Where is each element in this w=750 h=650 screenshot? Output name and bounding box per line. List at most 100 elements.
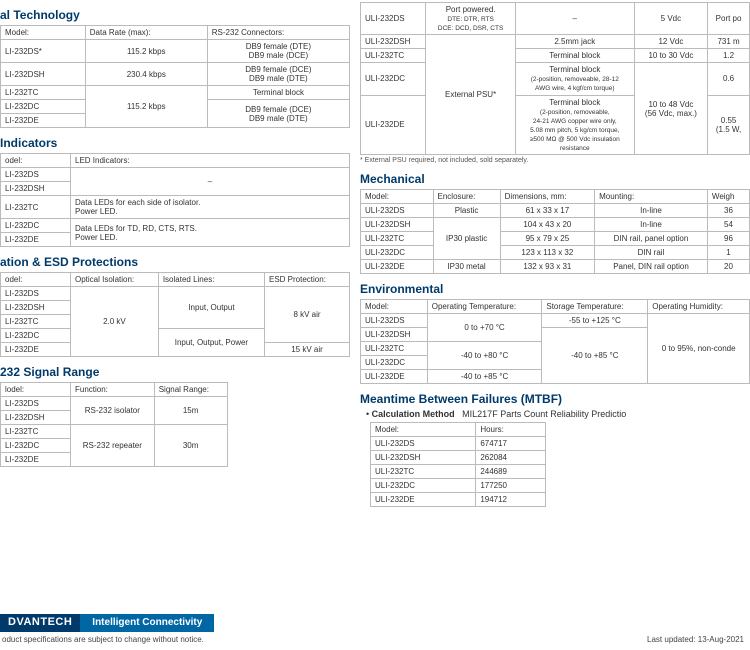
th-model: odel:: [1, 154, 71, 168]
cell: 244689: [476, 465, 545, 479]
cell: 10 to 30 Vdc: [634, 49, 707, 63]
cell: 177250: [476, 479, 545, 493]
cell: ULI-232DE: [361, 95, 426, 155]
cell: 10 to 48 Vdc (56 Vdc, max.): [634, 63, 707, 155]
mechanical-table: Model: Enclosure: Dimensions, mm: Mounti…: [360, 189, 750, 274]
th-model: Model:: [361, 190, 434, 204]
cell: DB9 female (DTE) DB9 male (DCE): [207, 40, 349, 63]
th-hours: Hours:: [476, 423, 545, 437]
cell: In-line: [595, 204, 708, 218]
cell: IP30 metal: [433, 260, 500, 274]
cell: 12 Vdc: [634, 35, 707, 49]
serial-tech-table: Model: Data Rate (max): RS-232 Connector…: [0, 25, 350, 128]
cell: ULI-232DC: [361, 63, 426, 95]
section-indicators: Indicators: [0, 136, 350, 150]
th-model: Model:: [371, 423, 476, 437]
cell: Terminal block(2-position, removeable, 2…: [515, 63, 634, 95]
th-st: Storage Temperature:: [542, 300, 648, 314]
th-lines: Isolated Lines:: [158, 273, 264, 287]
cell: LI-232DSH: [1, 63, 86, 86]
cell: 30m: [154, 425, 227, 467]
th-dim: Dimensions, mm:: [500, 190, 594, 204]
cell: IP30 plastic: [433, 218, 500, 260]
cell: –: [515, 3, 634, 35]
cell: RS-232 isolator: [71, 397, 155, 425]
cell: LI-232DE: [1, 343, 71, 357]
footer-updated: Last updated: 13-Aug-2021: [647, 635, 744, 644]
brand-logo: DVANTECH: [0, 614, 80, 632]
cell: 731 m: [708, 35, 750, 49]
section-isolation: ation & ESD Protections: [0, 255, 350, 269]
cell: LI-232DSH: [1, 411, 71, 425]
cell: 115.2 kbps: [85, 40, 207, 63]
cell: ULI-232DS: [361, 314, 428, 328]
cell: ULI-232DE: [371, 493, 476, 507]
cell: Data LEDs for TD, RD, CTS, RTS. Power LE…: [71, 219, 350, 247]
cell: ULI-232DSH: [361, 35, 426, 49]
cell: ULI-232DC: [361, 356, 428, 370]
cell: -55 to +125 °C: [542, 314, 648, 328]
cell: 104 x 43 x 20: [500, 218, 594, 232]
cell: ULI-232DS: [361, 3, 426, 35]
section-signal-range: 232 Signal Range: [0, 365, 350, 379]
cell: ULI-232DE: [361, 370, 428, 384]
cell: LI-232DSH: [1, 301, 71, 315]
cell: Port powered.DTE: DTR, RTSDCE: DCD, DSR,…: [426, 3, 515, 35]
cell: 36: [707, 204, 749, 218]
cell: 20: [707, 260, 749, 274]
cell: 0 to +70 °C: [427, 314, 542, 342]
cell: ULI-232DE: [361, 260, 434, 274]
section-serial-tech: al Technology: [0, 8, 350, 22]
th-led: LED Indicators:: [71, 154, 350, 168]
mtbf-table: Model:Hours: ULI-232DS674717 ULI-232DSH2…: [370, 422, 546, 507]
cell: ULI-232TC: [361, 232, 434, 246]
cell: 5 Vdc: [634, 3, 707, 35]
cell: 15 kV air: [265, 343, 350, 357]
power-footnote: * External PSU required, not included, s…: [360, 157, 750, 164]
th-conn: RS-232 Connectors:: [207, 26, 349, 40]
cell: LI-232DS: [1, 168, 71, 182]
cell: LI-232DSH: [1, 182, 71, 196]
power-table: ULI-232DS Port powered.DTE: DTR, RTSDCE:…: [360, 2, 750, 155]
cell: ULI-232DS: [371, 437, 476, 451]
cell: 1.2: [708, 49, 750, 63]
environmental-table: Model: Operating Temperature: Storage Te…: [360, 299, 750, 384]
th-enc: Enclosure:: [433, 190, 500, 204]
cell: 674717: [476, 437, 545, 451]
cell: 262084: [476, 451, 545, 465]
th-model: Model:: [361, 300, 428, 314]
th-model: Model:: [1, 26, 86, 40]
signal-range-table: lodel: Function: Signal Range: LI-232DSR…: [0, 382, 228, 467]
cell: 123 x 113 x 32: [500, 246, 594, 260]
th-op: Operating Temperature:: [427, 300, 542, 314]
cell: ULI-232TC: [361, 342, 428, 356]
cell: LI-232DC: [1, 100, 86, 114]
cell: Input, Output, Power: [158, 329, 264, 357]
cell: ULI-232DSH: [371, 451, 476, 465]
cell: -40 to +85 °C: [427, 370, 542, 384]
cell: DB9 female (DCE) DB9 male (DTE): [207, 63, 349, 86]
cell: Input, Output: [158, 287, 264, 329]
isolation-table: odel: Optical Isolation: Isolated Lines:…: [0, 272, 350, 357]
section-mechanical: Mechanical: [360, 172, 750, 186]
cell: 0 to 95%, non-conde: [648, 314, 750, 384]
cell: 115.2 kbps: [85, 86, 207, 128]
th-weight: Weigh: [707, 190, 749, 204]
cell: 230.4 kbps: [85, 63, 207, 86]
footer-note: oduct specifications are subject to chan…: [2, 635, 204, 644]
cell: 54: [707, 218, 749, 232]
cell: Terminal block: [207, 86, 349, 100]
cell: 95 x 79 x 25: [500, 232, 594, 246]
cell: LI-232DC: [1, 439, 71, 453]
cell: –: [71, 168, 350, 196]
th-esd: ESD Protection:: [265, 273, 350, 287]
mtbf-calc: • Calculation Method MIL217F Parts Count…: [366, 409, 750, 419]
cell: LI-232DC: [1, 219, 71, 233]
cell: LI-232TC: [1, 196, 71, 219]
cell: DB9 female (DCE) DB9 male (DTE): [207, 100, 349, 128]
cell: ULI-232TC: [371, 465, 476, 479]
cell: Port po: [708, 3, 750, 35]
cell: 15m: [154, 397, 227, 425]
th-rate: Data Rate (max):: [85, 26, 207, 40]
cell: 8 kV air: [265, 287, 350, 343]
